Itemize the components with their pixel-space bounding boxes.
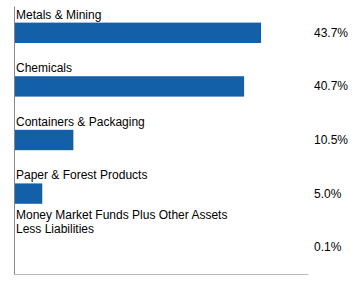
value-label: 5.0% <box>314 187 342 201</box>
value-label: 10.5% <box>314 133 348 147</box>
category-label: Containers & Packaging <box>16 115 145 129</box>
bars <box>14 23 261 258</box>
bar <box>14 76 244 96</box>
plot: Money Market Funds Plus Other AssetsLess… <box>14 7 348 275</box>
category-label: Metals & Mining <box>16 8 101 22</box>
y-axis <box>14 7 15 275</box>
value-label: 0.1% <box>314 240 342 254</box>
category-label-line: Chemicals <box>16 61 72 75</box>
value-label: 43.7% <box>314 26 348 40</box>
category-label-line: Less Liabilities <box>16 222 94 236</box>
value-label: 40.7% <box>314 79 348 93</box>
category-label: Chemicals <box>16 61 72 75</box>
category-labels: Money Market Funds Plus Other AssetsLess… <box>16 8 227 236</box>
category-label-line: Paper & Forest Products <box>16 168 147 182</box>
value-labels: 0.1% 5.0% 10.5% 40.7% 43.7% <box>314 26 348 254</box>
category-label-line: Containers & Packaging <box>16 115 145 129</box>
chart: Money Market Funds Plus Other AssetsLess… <box>0 0 360 286</box>
y-axis-line <box>14 7 15 275</box>
category-label-line: Money Market Funds Plus Other Assets <box>16 208 227 222</box>
x-axis-line <box>15 274 309 275</box>
category-label: Paper & Forest Products <box>16 168 147 182</box>
bar <box>14 183 42 203</box>
category-label-line: Metals & Mining <box>16 8 101 22</box>
bar <box>14 23 261 43</box>
category-label: Money Market Funds Plus Other AssetsLess… <box>16 208 227 236</box>
x-axis <box>15 274 309 275</box>
bar <box>14 130 73 150</box>
